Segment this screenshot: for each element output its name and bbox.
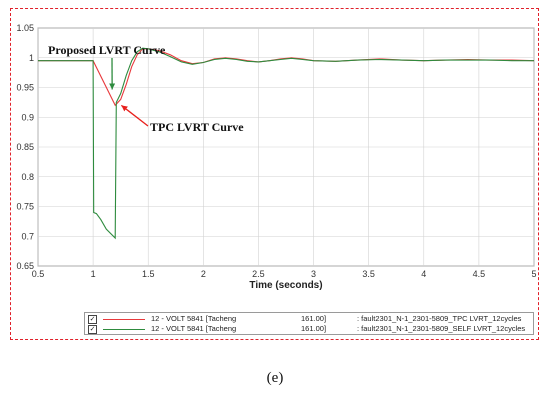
annotation-tpc: TPC LVRT Curve — [150, 120, 244, 134]
legend-desc: : fault2301_N-1_2301-5809_SELF LVRT_12cy… — [357, 324, 526, 333]
annotations: Proposed LVRT Curve TPC LVRT Curve — [48, 43, 244, 134]
x-tick-label: 4 — [421, 269, 426, 279]
x-tick-label: 4.5 — [473, 269, 486, 279]
legend-label: 12 - VOLT 5841 [Tacheng — [151, 324, 237, 333]
legend-swatch-self — [103, 329, 145, 330]
y-tick-label: 0.9 — [21, 112, 34, 122]
legend-desc: : fault2301_N-1_2301-5809_TPC LVRT_12cyc… — [357, 314, 522, 323]
x-tick-labels: 0.5 1 1.5 2 2.5 3 3.5 4 4.5 5 — [32, 269, 537, 279]
legend: ✓ 12 - VOLT 5841 [Tacheng 161.00] : faul… — [84, 312, 534, 335]
legend-label: 12 - VOLT 5841 [Tacheng — [151, 314, 237, 323]
grid — [37, 27, 535, 267]
x-tick-label: 3 — [311, 269, 316, 279]
x-tick-label: 2 — [201, 269, 206, 279]
y-tick-label: 0.65 — [16, 261, 34, 271]
x-axis-label: Time (seconds) — [249, 280, 322, 291]
chart-frame — [10, 8, 539, 340]
y-tick-labels: 0.65 0.7 0.75 0.8 0.85 0.9 0.95 1 1.05 — [16, 23, 34, 271]
legend-checkbox[interactable]: ✓ — [88, 315, 97, 324]
y-tick-label: 0.8 — [21, 172, 34, 182]
figure-caption: (e) — [266, 370, 284, 386]
legend-entry-self[interactable]: ✓ 12 - VOLT 5841 [Tacheng 161.00] : faul… — [85, 324, 533, 334]
legend-bus: 161.00] — [301, 324, 327, 333]
x-tick-label: 1 — [91, 269, 96, 279]
series-line-proposed — [38, 47, 534, 240]
x-tick-label: 1.5 — [142, 269, 155, 279]
y-tick-label: 0.95 — [16, 83, 34, 93]
annotation-arrow-tpc — [120, 104, 149, 127]
y-tick-label: 0.7 — [21, 231, 34, 241]
x-tick-label: 0.5 — [32, 269, 45, 279]
x-tick-label: 5 — [531, 269, 536, 279]
series-group — [38, 47, 535, 240]
y-tick-label: 1 — [29, 53, 34, 63]
y-tick-label: 1.05 — [16, 23, 34, 33]
legend-entry-tpc[interactable]: ✓ 12 - VOLT 5841 [Tacheng 161.00] : faul… — [85, 314, 533, 324]
x-tick-label: 3.5 — [362, 269, 375, 279]
legend-checkbox[interactable]: ✓ — [88, 325, 97, 334]
legend-swatch-tpc — [103, 319, 145, 320]
y-tick-label: 0.85 — [16, 142, 34, 152]
x-tick-label: 2.5 — [252, 269, 265, 279]
annotation-proposed: Proposed LVRT Curve — [48, 43, 166, 57]
y-tick-label: 0.75 — [16, 202, 34, 212]
legend-bus: 161.00] — [301, 314, 327, 323]
